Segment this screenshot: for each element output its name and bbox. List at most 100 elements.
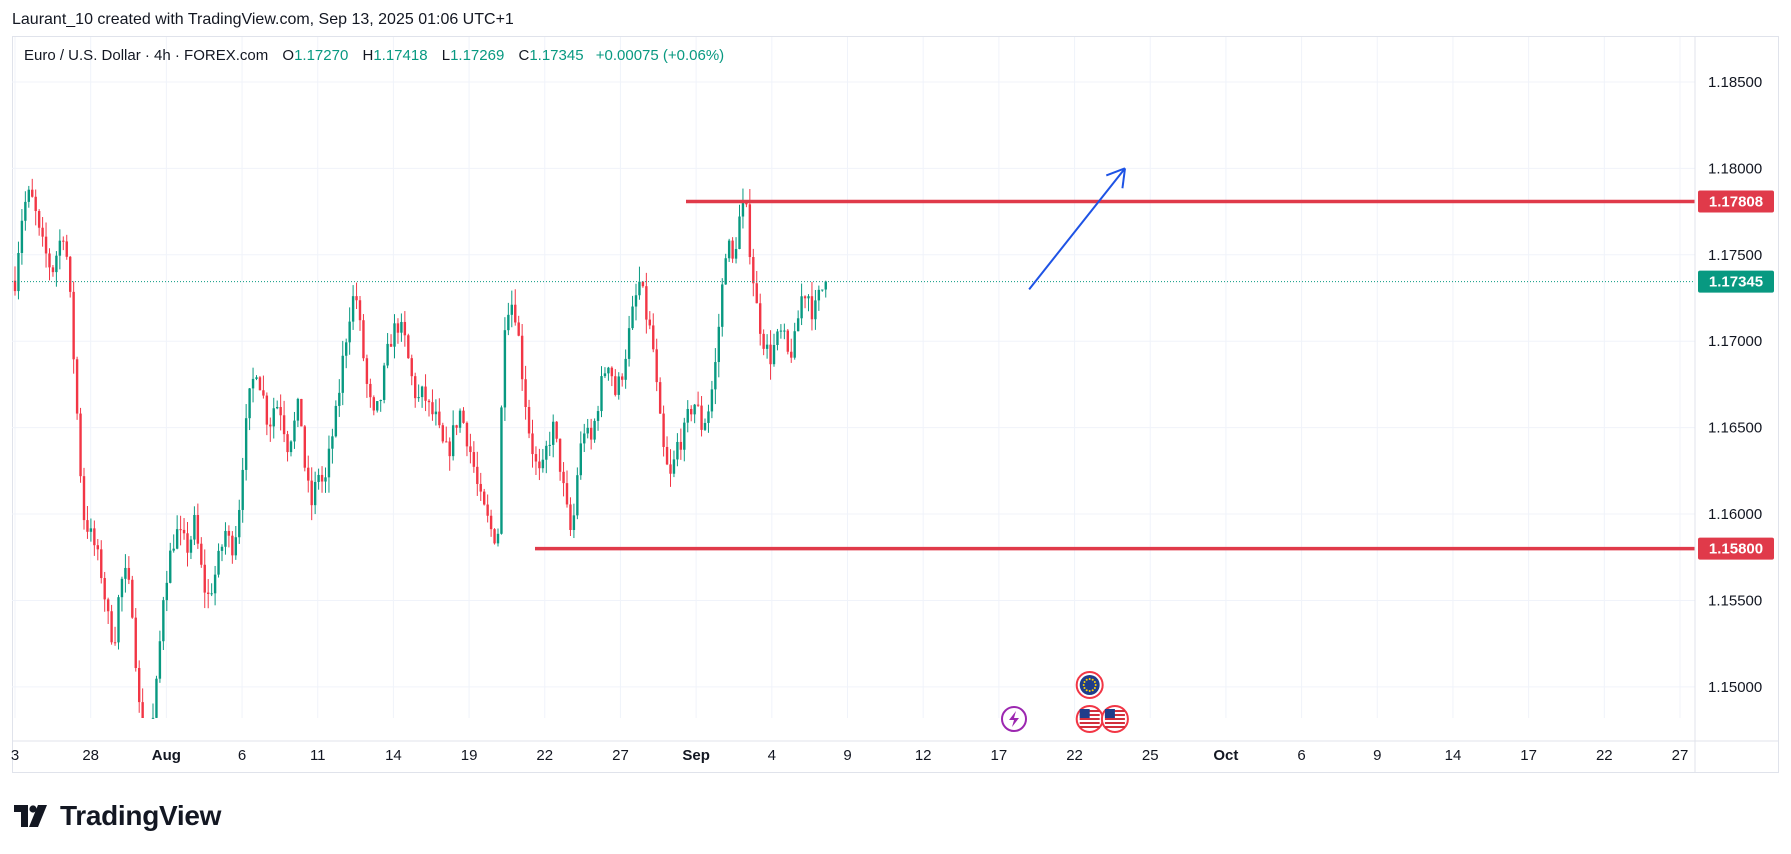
candle-body: [524, 379, 527, 408]
candle-body: [738, 216, 741, 249]
x-tick-label: 27: [612, 747, 629, 764]
candle-body: [696, 404, 700, 406]
candle-body: [286, 434, 289, 453]
candle-body: [686, 408, 689, 423]
us-stripe: [1104, 726, 1125, 728]
candle-body: [113, 642, 117, 644]
candle-body: [410, 358, 413, 377]
candle-body: [217, 550, 220, 575]
candle-body: [593, 420, 596, 440]
candle-body: [334, 405, 338, 437]
tradingview-brand[interactable]: TradingView: [14, 800, 221, 832]
x-tick-label: 12: [915, 747, 932, 764]
x-tick-label: 22: [536, 747, 553, 764]
candle-body: [172, 548, 175, 551]
candle-body: [82, 476, 86, 521]
candle-body: [324, 477, 327, 482]
eu-flag-icon[interactable]: [1075, 671, 1104, 699]
us-flag-icon[interactable]: [1100, 705, 1129, 733]
candle-body: [141, 702, 144, 718]
candle-body: [451, 425, 455, 457]
candle-body: [458, 410, 462, 428]
candle-body: [272, 408, 275, 427]
candle-body: [514, 304, 517, 323]
projection-arrow-head: [1105, 167, 1126, 177]
candle-body: [234, 537, 237, 556]
candle-body: [369, 383, 372, 398]
candle-body: [389, 343, 393, 347]
candle-body: [617, 376, 620, 395]
candle-body: [545, 445, 548, 460]
candle-body: [27, 189, 30, 202]
us-stripe: [1104, 718, 1125, 720]
candle-body: [472, 452, 476, 467]
candle-body: [138, 667, 141, 703]
candle-body: [531, 433, 534, 455]
current-price-tag: [1698, 270, 1774, 293]
candle-body: [483, 491, 486, 505]
x-tick-label: 14: [1445, 747, 1462, 764]
candle-body: [783, 330, 786, 332]
candle-body: [476, 466, 479, 484]
axes: 1.18500 1.18000 1.17500 1.17000 1.16500 1.160…: [11, 37, 1779, 773]
candle-body: [814, 300, 817, 320]
candle-body: [365, 358, 369, 384]
candle-body: [479, 483, 482, 492]
candle-body: [244, 418, 248, 470]
candle-body: [448, 441, 451, 457]
candle-body: [379, 399, 382, 402]
high-label: H: [362, 47, 374, 64]
candle-body: [393, 323, 396, 347]
candle-body: [224, 530, 227, 547]
chart-frame: [12, 36, 1779, 773]
x-tick-label: 22: [1066, 747, 1083, 764]
symbol-title[interactable]: Euro / U.S. Dollar · 4h · FOREX.com: [24, 47, 269, 64]
candle-body: [231, 535, 234, 556]
candle-body: [441, 425, 444, 442]
candle-body: [683, 422, 686, 450]
y-tick-label: 1.15500: [1708, 592, 1762, 609]
candle-body: [341, 355, 344, 393]
level-price-tag-label: 1.15800: [1709, 541, 1763, 558]
candle-body: [786, 330, 789, 352]
projection-arrow: [1028, 167, 1126, 290]
candle-body: [759, 303, 762, 334]
candle-body: [327, 448, 331, 478]
candle-body: [251, 378, 255, 389]
candle-body: [431, 402, 434, 415]
x-tick-label: 25: [1142, 747, 1159, 764]
candle-body: [752, 257, 755, 284]
x-tick-label: Sep: [682, 747, 710, 764]
chart-caption: Laurant_10 created with TradingView.com,…: [12, 11, 514, 28]
candle-body: [469, 446, 472, 453]
candle-body: [665, 446, 669, 465]
candle-body: [745, 202, 748, 205]
candle-body: [296, 398, 300, 421]
candle-body: [34, 196, 37, 212]
candle-body: [462, 410, 465, 423]
candle-body: [717, 326, 720, 363]
current-price-tag-label: 1.17345: [1709, 274, 1763, 291]
candle-body: [420, 386, 424, 398]
candle-body: [58, 240, 62, 256]
candle-body: [645, 286, 648, 320]
us-flag-icon[interactable]: [1075, 705, 1104, 733]
close-label: C: [518, 47, 530, 64]
candle-body: [631, 306, 634, 329]
candle-body: [655, 349, 658, 383]
economic-events[interactable]: [1001, 671, 1129, 733]
candle-body: [676, 441, 679, 460]
candle-body: [13, 280, 17, 292]
candle-body: [500, 407, 503, 534]
candle-body: [538, 461, 541, 469]
candle-body: [396, 323, 400, 333]
candle-body: [331, 436, 334, 449]
lightning-icon[interactable]: [1001, 706, 1027, 732]
projection-arrow-head: [1121, 168, 1126, 189]
candle-body: [583, 433, 586, 444]
candle-body: [100, 549, 103, 579]
candle-body: [638, 281, 641, 296]
candle-body: [317, 474, 320, 482]
x-tick-label: 14: [385, 747, 402, 764]
